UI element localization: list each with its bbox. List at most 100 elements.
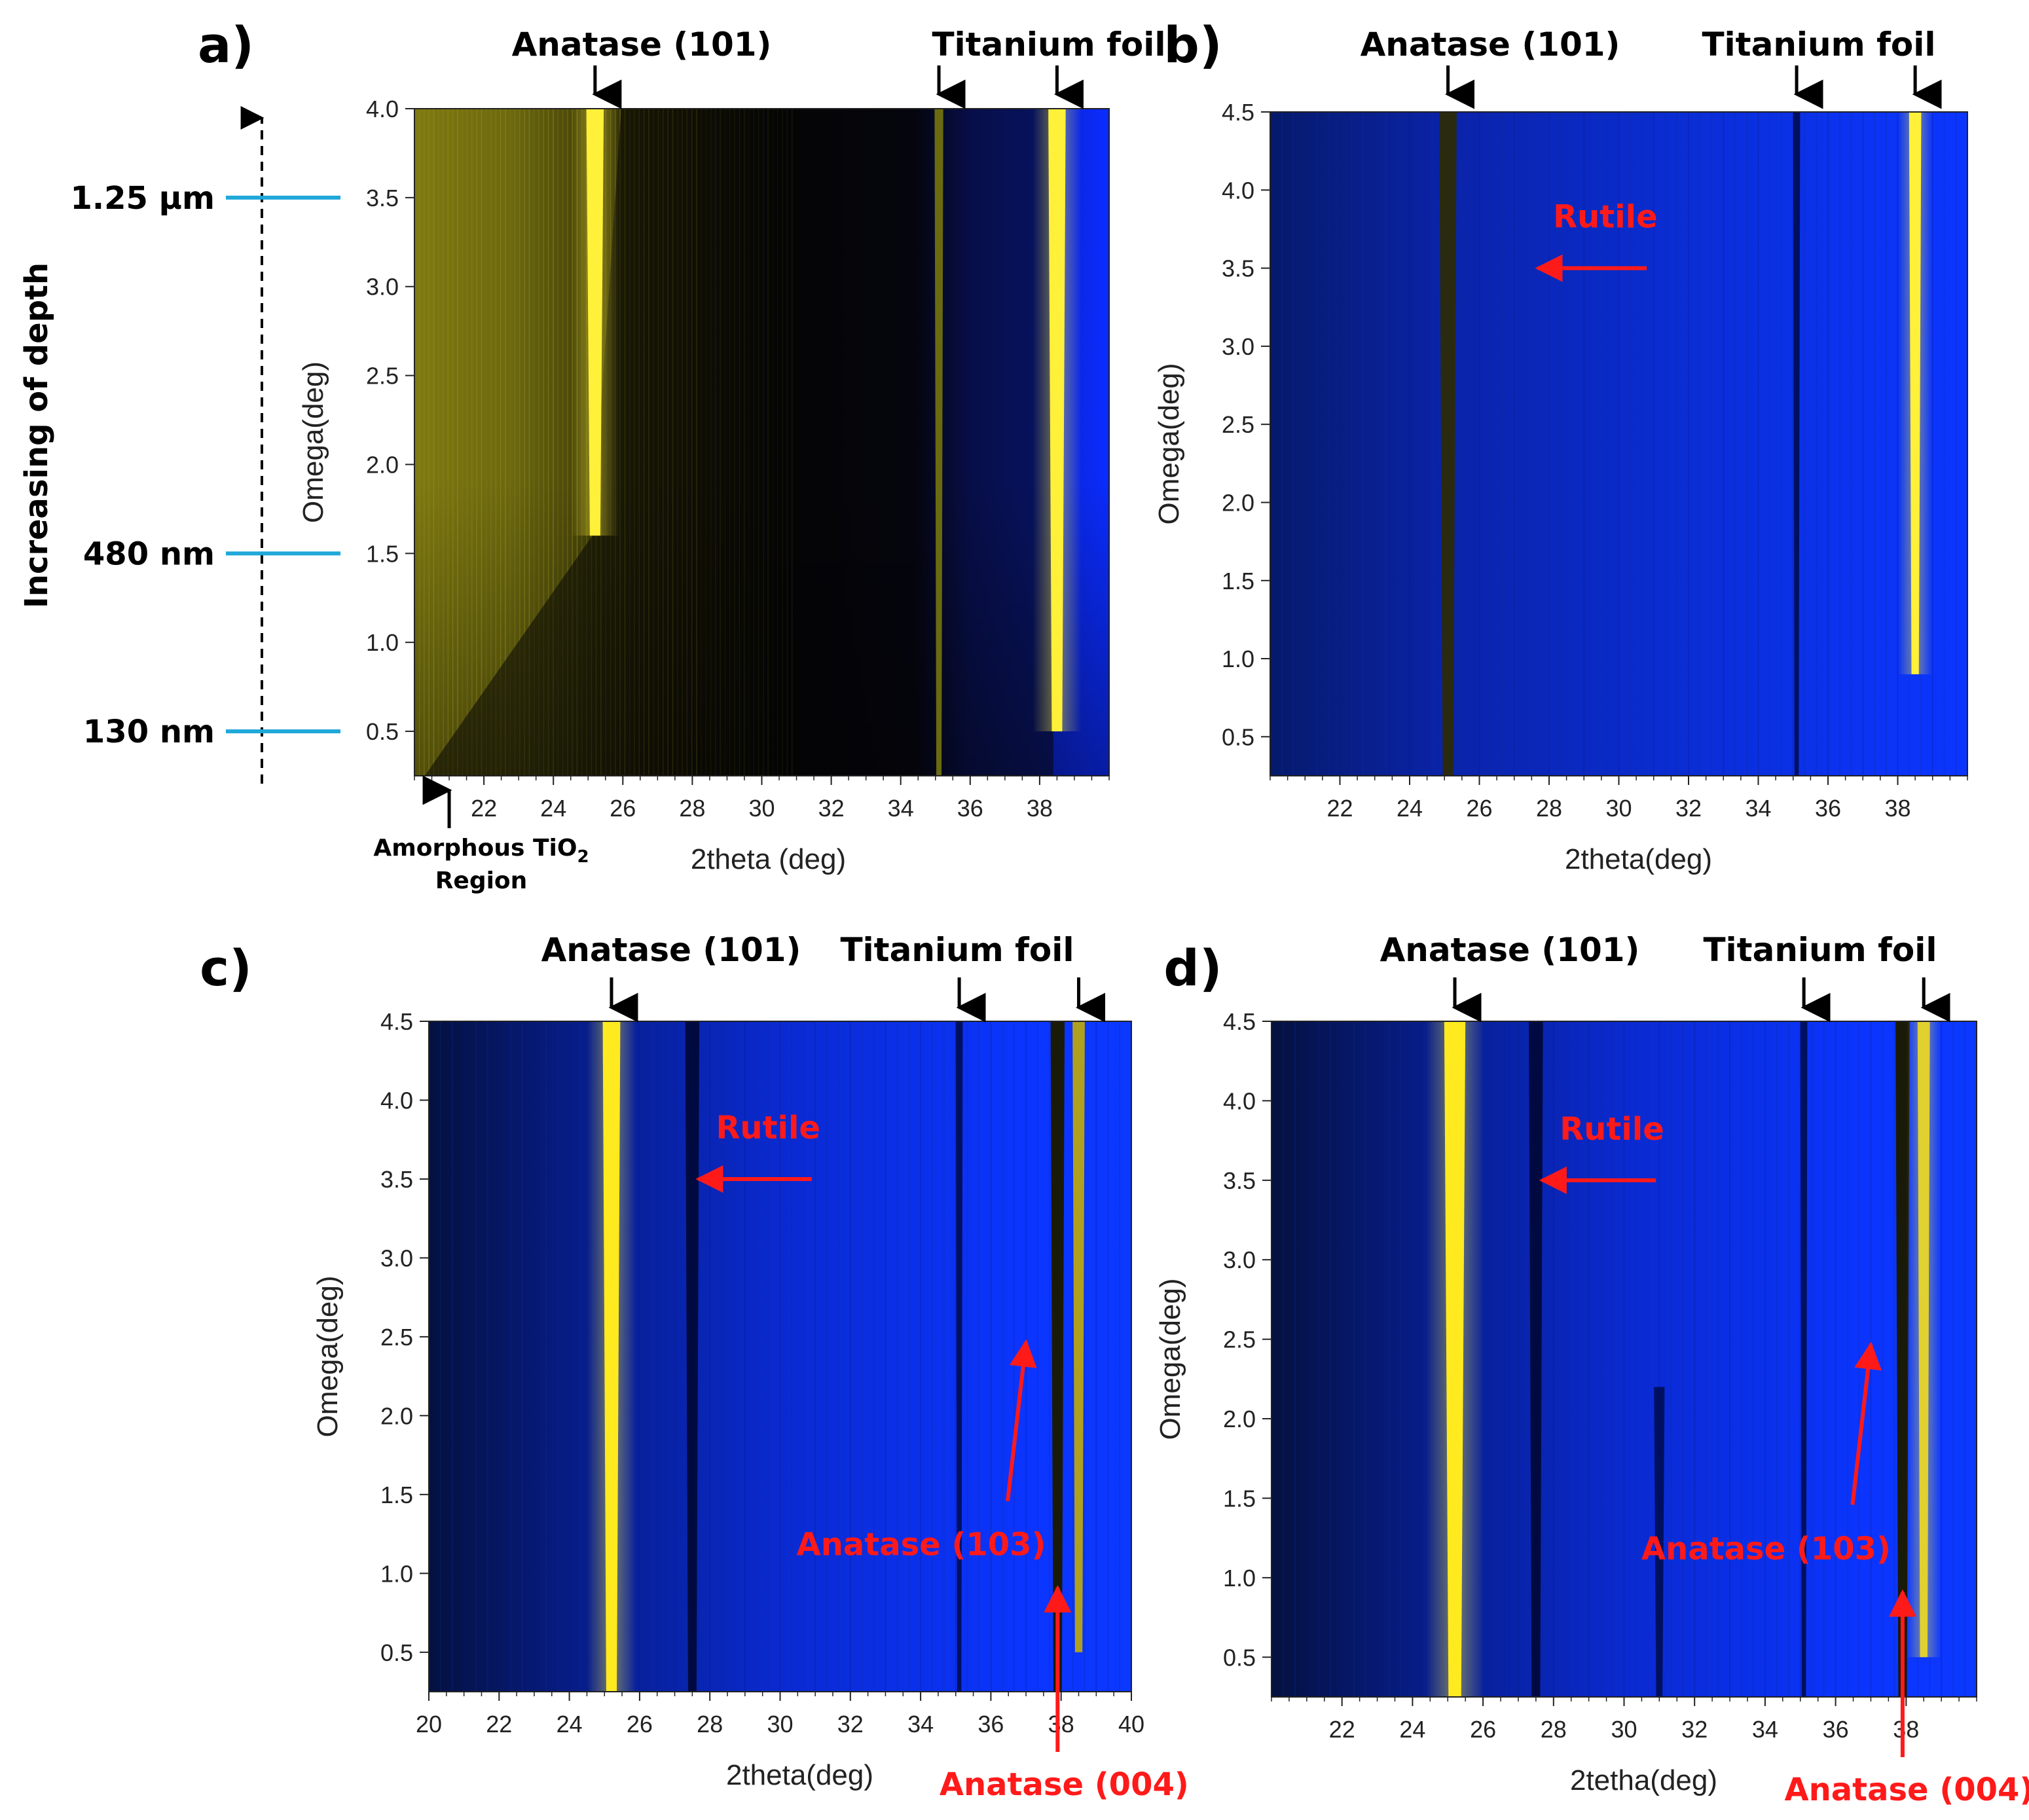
dark-region (424, 109, 1053, 776)
anatase-103-arrow (1006, 1339, 1037, 1502)
y-tick-label: 4.5 (1222, 99, 1254, 126)
y-tick-label: 4.0 (380, 1087, 413, 1114)
peak-band (1048, 109, 1066, 732)
depth-axis-title: Increasing of depth (18, 263, 55, 608)
panel-letter: b) (1163, 16, 1222, 74)
y-tick-label: 2.0 (366, 451, 399, 478)
y-tick-label: 0.5 (366, 718, 399, 745)
rutile-label: Rutile (1553, 199, 1658, 236)
heatmap-background (1270, 112, 1967, 776)
peak-band (1800, 1021, 1808, 1697)
x-tick-label: 38 (1893, 1716, 1919, 1743)
x-tick-label: 30 (1605, 795, 1632, 822)
anatase-103-label: Anatase (103) (797, 1526, 1046, 1563)
x-tick-label: 28 (697, 1711, 723, 1738)
y-tick-label: 2.5 (380, 1324, 413, 1351)
peak-band (1654, 1387, 1665, 1697)
x-axis-title: 2tetha(deg) (1570, 1764, 1717, 1796)
x-tick-label: 34 (1752, 1716, 1778, 1743)
x-tick-label: 26 (610, 795, 636, 822)
y-tick-label: 1.5 (1223, 1485, 1256, 1512)
x-tick-label: 24 (1397, 795, 1423, 822)
depth-marker-label: 1.25 µm (71, 180, 215, 217)
x-tick-label: 36 (957, 795, 983, 822)
peak-band (934, 109, 943, 776)
x-tick-label: 28 (679, 795, 705, 822)
amorphous-label-region: Region (435, 867, 528, 894)
peak-band (1909, 112, 1922, 674)
x-tick-label: 32 (1675, 795, 1702, 822)
y-tick-label: 3.5 (366, 185, 399, 211)
y-tick-label: 0.5 (1222, 723, 1254, 750)
y-tick-label: 4.0 (1222, 177, 1254, 204)
peak-label: Titanium foil (1703, 931, 1937, 969)
y-axis-title: Omega(deg) (1153, 363, 1185, 524)
y-axis-title: Omega(deg) (297, 361, 329, 523)
anatase-103-label: Anatase (103) (1641, 1531, 1891, 1567)
x-tick-label: 32 (1681, 1716, 1708, 1743)
peak-band (955, 1021, 963, 1692)
y-tick-label: 1.5 (1222, 568, 1254, 594)
x-tick-label: 24 (540, 795, 566, 822)
x-tick-label: 34 (907, 1711, 934, 1738)
x-tick-label: 32 (837, 1711, 864, 1738)
x-tick-label: 28 (1536, 795, 1562, 822)
y-tick-label: 2.0 (1222, 489, 1254, 516)
x-tick-label: 22 (486, 1711, 512, 1738)
y-tick-label: 3.0 (1223, 1247, 1256, 1273)
panel-letter: c) (200, 939, 252, 997)
peak-band (1050, 1021, 1065, 1692)
peak-band (1444, 1021, 1466, 1697)
y-tick-label: 3.5 (1223, 1167, 1256, 1194)
x-tick-label: 38 (1027, 795, 1053, 822)
peak-label: Anatase (101) (1380, 931, 1640, 969)
y-tick-label: 2.0 (1223, 1406, 1256, 1432)
x-tick-label: 20 (416, 1711, 442, 1738)
x-tick-label: 30 (1611, 1716, 1637, 1743)
panel-letter: d) (1163, 939, 1222, 997)
x-axis-title: 2theta (deg) (691, 843, 846, 875)
rutile-label: Rutile (716, 1110, 820, 1146)
x-tick-label: 36 (1823, 1716, 1849, 1743)
y-tick-label: 3.0 (366, 274, 399, 300)
depth-marker-label: 480 nm (83, 536, 215, 572)
anatase-004-label: Anatase (004) (940, 1766, 1189, 1803)
peak-label: Anatase (101) (1361, 26, 1620, 64)
y-tick-label: 0.5 (1223, 1644, 1256, 1671)
x-tick-label: 34 (1745, 795, 1771, 822)
panel-b: b) 22 24 26 28 30 32 34 36 38 0.5 1.0 1.5 2.0 2.5 3.0 3.… (1153, 16, 1968, 875)
x-tick-label: 36 (978, 1711, 1004, 1738)
peak-band (1895, 1021, 1910, 1697)
x-tick-label: 30 (767, 1711, 793, 1738)
peak-band (1917, 1021, 1930, 1658)
peak-band (586, 109, 604, 536)
anatase-103-arrow (1850, 1341, 1882, 1505)
peak-label: Titanium foil (932, 26, 1165, 64)
y-tick-label: 4.0 (1223, 1087, 1256, 1114)
y-tick-label: 4.0 (366, 96, 399, 122)
x-tick-label: 40 (1118, 1711, 1144, 1738)
y-tick-label: 2.5 (366, 363, 399, 390)
x-tick-label: 26 (627, 1711, 653, 1738)
y-tick-label: 3.5 (1222, 255, 1254, 282)
x-tick-label: 36 (1815, 795, 1841, 822)
y-tick-label: 0.5 (380, 1639, 413, 1666)
x-tick-label: 32 (818, 795, 845, 822)
y-tick-label: 1.5 (366, 540, 399, 567)
y-tick-label: 1.0 (1222, 646, 1254, 672)
y-tick-label: 3.5 (380, 1166, 413, 1193)
x-tick-label: 24 (1399, 1716, 1425, 1743)
x-axis-title: 2theta(deg) (1565, 843, 1712, 875)
peak-band (602, 1021, 621, 1692)
y-tick-label: 3.0 (380, 1245, 413, 1271)
y-tick-label: 2.5 (1222, 411, 1254, 438)
panel-d: d) 22 24 26 28 30 32 34 36 38 0.5 1.0 1.5 2.0 2.5 3.0 3.… (1154, 931, 2029, 1808)
anatase-004-label: Anatase (004) (1784, 1772, 2029, 1808)
peak-band (1793, 112, 1801, 776)
x-tick-label: 22 (1329, 1716, 1355, 1743)
y-tick-label: 2.0 (380, 1402, 413, 1429)
x-tick-label: 22 (1326, 795, 1353, 822)
peak-label: Anatase (101) (512, 26, 772, 64)
y-axis-title: Omega(deg) (1154, 1278, 1186, 1440)
